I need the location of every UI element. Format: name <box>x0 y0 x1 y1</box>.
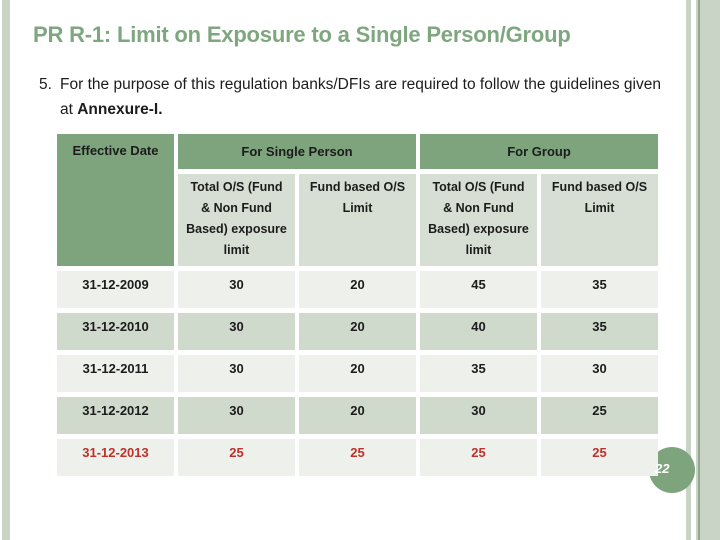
row-date: 31-12-2009 <box>57 271 174 308</box>
row-value: 40 <box>420 313 537 350</box>
right-edge-stripe-wide <box>696 0 720 540</box>
row-value: 20 <box>299 397 416 434</box>
slide-title: PR R-1: Limit on Exposure to a Single Pe… <box>33 22 571 47</box>
row-value: 30 <box>178 397 295 434</box>
row-value: 25 <box>541 397 658 434</box>
subheader-fund-based-group: Fund based O/S Limit <box>541 174 658 266</box>
row-value: 35 <box>541 313 658 350</box>
row-value: 20 <box>299 313 416 350</box>
body-text-bold: Annexure-I. <box>77 101 163 118</box>
row-value: 30 <box>178 313 295 350</box>
row-date: 31-12-2011 <box>57 355 174 392</box>
row-value: 25 <box>178 439 295 476</box>
row-value: 25 <box>541 439 658 476</box>
row-date: 31-12-2012 <box>57 397 174 434</box>
body-text: For the purpose of this regulation banks… <box>60 72 661 122</box>
group-header-group: For Group <box>420 134 658 169</box>
exposure-limits-table: Effective Date For Single Person For Gro… <box>57 134 658 476</box>
subheader-total-os-single: Total O/S (Fund & Non Fund Based) exposu… <box>178 174 295 266</box>
row-value: 30 <box>178 355 295 392</box>
row-date: 31-12-2010 <box>57 313 174 350</box>
left-edge-stripe <box>2 0 10 540</box>
row-value: 30 <box>178 271 295 308</box>
column-header-effective-date: Effective Date <box>57 134 174 266</box>
subheader-total-os-group: Total O/S (Fund & Non Fund Based) exposu… <box>420 174 537 266</box>
row-value: 30 <box>541 355 658 392</box>
row-value: 25 <box>420 439 537 476</box>
body-text-regular: For the purpose of this regulation banks… <box>60 76 661 118</box>
row-value: 20 <box>299 355 416 392</box>
row-value: 30 <box>420 397 537 434</box>
row-value: 45 <box>420 271 537 308</box>
subheader-fund-based-single: Fund based O/S Limit <box>299 174 416 266</box>
page-number: 22 <box>655 461 670 476</box>
row-value: 35 <box>541 271 658 308</box>
right-edge-stripe-thin <box>686 0 691 540</box>
row-value: 35 <box>420 355 537 392</box>
row-value: 25 <box>299 439 416 476</box>
body-paragraph: 5. For the purpose of this regulation ba… <box>39 72 661 122</box>
right-edge-stripe-accent <box>698 0 700 540</box>
group-header-single-person: For Single Person <box>178 134 416 169</box>
row-value: 20 <box>299 271 416 308</box>
row-date: 31-12-2013 <box>57 439 174 476</box>
list-number: 5. <box>39 76 52 93</box>
